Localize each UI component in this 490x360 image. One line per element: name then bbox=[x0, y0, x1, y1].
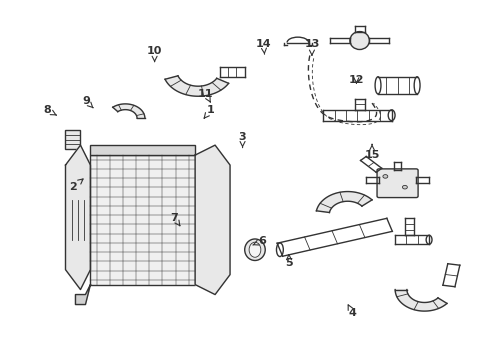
FancyBboxPatch shape bbox=[65, 130, 80, 149]
Ellipse shape bbox=[383, 175, 388, 178]
Text: 13: 13 bbox=[304, 39, 319, 55]
Text: 5: 5 bbox=[285, 255, 293, 268]
Ellipse shape bbox=[249, 242, 261, 257]
FancyBboxPatch shape bbox=[377, 169, 418, 198]
Polygon shape bbox=[75, 285, 91, 305]
Polygon shape bbox=[317, 192, 372, 212]
Text: 12: 12 bbox=[349, 75, 364, 85]
Ellipse shape bbox=[402, 185, 407, 189]
Text: 14: 14 bbox=[256, 39, 271, 54]
Text: 9: 9 bbox=[82, 96, 93, 108]
Ellipse shape bbox=[350, 32, 369, 50]
Text: 1: 1 bbox=[204, 105, 215, 118]
FancyBboxPatch shape bbox=[91, 145, 195, 155]
Polygon shape bbox=[195, 145, 230, 294]
Text: 4: 4 bbox=[348, 305, 356, 318]
Text: 11: 11 bbox=[198, 89, 214, 102]
Text: 10: 10 bbox=[147, 46, 162, 62]
Bar bbox=[91, 155, 195, 285]
Text: 3: 3 bbox=[239, 132, 246, 148]
Polygon shape bbox=[66, 145, 91, 289]
Text: 7: 7 bbox=[171, 213, 180, 226]
Text: 8: 8 bbox=[43, 105, 56, 115]
Polygon shape bbox=[165, 76, 229, 96]
Polygon shape bbox=[395, 289, 447, 311]
Text: 15: 15 bbox=[365, 144, 380, 160]
Text: 2: 2 bbox=[69, 179, 83, 192]
Polygon shape bbox=[113, 104, 145, 118]
Ellipse shape bbox=[245, 239, 265, 261]
Text: 6: 6 bbox=[253, 236, 266, 246]
